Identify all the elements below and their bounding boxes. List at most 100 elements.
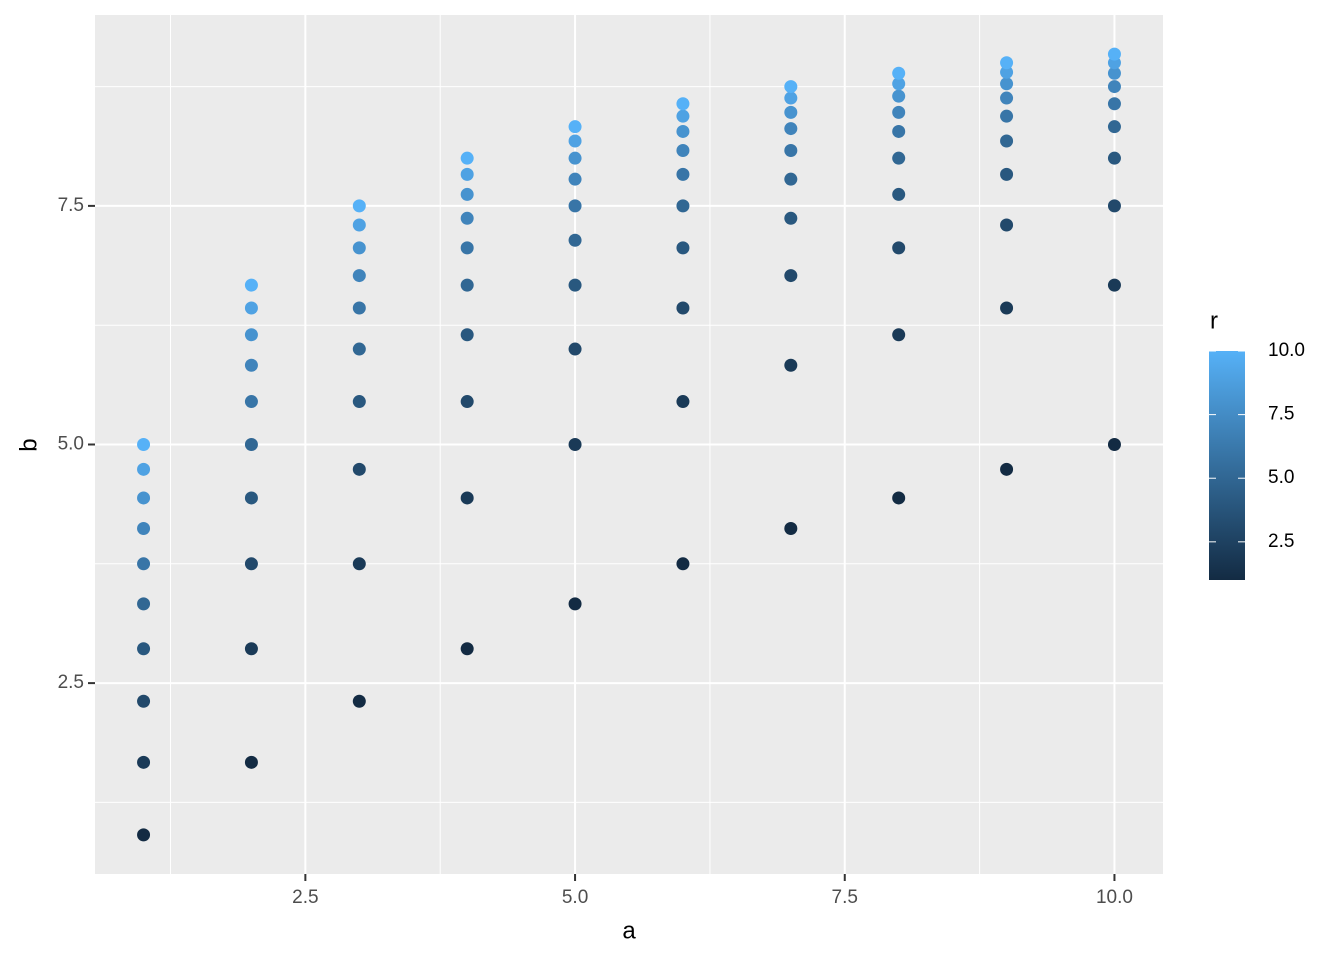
point bbox=[568, 134, 582, 148]
point bbox=[1000, 218, 1014, 232]
point bbox=[137, 694, 151, 708]
point bbox=[1000, 301, 1014, 315]
point bbox=[676, 97, 690, 111]
point bbox=[137, 755, 151, 769]
point bbox=[460, 241, 474, 255]
point bbox=[784, 172, 798, 186]
point bbox=[1107, 151, 1121, 165]
point bbox=[1107, 120, 1121, 134]
point bbox=[1107, 278, 1121, 292]
point bbox=[352, 557, 366, 571]
point bbox=[676, 199, 690, 213]
point bbox=[676, 144, 690, 158]
point bbox=[784, 80, 798, 94]
point bbox=[676, 557, 690, 571]
point bbox=[676, 301, 690, 315]
point bbox=[568, 199, 582, 213]
point bbox=[244, 438, 258, 451]
colorbar bbox=[1209, 351, 1245, 580]
x-tick-label: 5.0 bbox=[562, 887, 588, 908]
point bbox=[784, 521, 798, 535]
point bbox=[352, 694, 366, 708]
point bbox=[676, 241, 690, 255]
point bbox=[460, 187, 474, 201]
point bbox=[1000, 56, 1014, 70]
point bbox=[1000, 134, 1014, 148]
point bbox=[784, 91, 798, 105]
point bbox=[568, 597, 582, 611]
y-axis-title: b bbox=[15, 438, 42, 451]
point bbox=[460, 491, 474, 505]
point bbox=[244, 395, 258, 409]
point bbox=[244, 328, 258, 342]
point bbox=[676, 395, 690, 409]
point bbox=[244, 301, 258, 315]
point bbox=[244, 491, 258, 505]
point bbox=[892, 89, 906, 103]
point bbox=[460, 211, 474, 225]
point bbox=[1107, 80, 1121, 94]
point bbox=[244, 557, 258, 571]
point bbox=[1000, 65, 1014, 79]
point bbox=[892, 491, 906, 505]
colorbar-label: 5.0 bbox=[1268, 467, 1294, 488]
point bbox=[892, 328, 906, 342]
colorbar-label: 2.5 bbox=[1268, 531, 1294, 552]
x-tick-label: 2.5 bbox=[292, 887, 318, 908]
point bbox=[137, 557, 151, 571]
point bbox=[1000, 77, 1014, 91]
point bbox=[1107, 66, 1121, 80]
point bbox=[1107, 199, 1121, 213]
point bbox=[892, 241, 906, 255]
point bbox=[892, 187, 906, 201]
point bbox=[244, 278, 258, 292]
point bbox=[784, 144, 798, 158]
point bbox=[352, 218, 366, 232]
point bbox=[244, 358, 258, 372]
point bbox=[1000, 462, 1014, 476]
point bbox=[1107, 47, 1121, 61]
point bbox=[460, 395, 474, 409]
point bbox=[892, 77, 906, 91]
point bbox=[460, 151, 474, 165]
colorbar-label: 10.0 bbox=[1268, 340, 1305, 361]
point bbox=[676, 124, 690, 138]
point bbox=[892, 105, 906, 119]
point bbox=[784, 269, 798, 283]
point bbox=[1107, 438, 1121, 451]
point bbox=[676, 167, 690, 181]
point bbox=[892, 66, 906, 80]
point bbox=[137, 828, 151, 842]
point bbox=[352, 462, 366, 476]
point bbox=[352, 199, 366, 213]
point bbox=[568, 342, 582, 356]
y-tick-label: 7.5 bbox=[58, 195, 84, 216]
point bbox=[568, 172, 582, 186]
point bbox=[352, 269, 366, 283]
point bbox=[460, 328, 474, 342]
point bbox=[137, 438, 151, 451]
x-axis-title: a bbox=[622, 917, 636, 944]
point bbox=[784, 358, 798, 372]
point bbox=[676, 109, 690, 123]
point bbox=[137, 521, 151, 535]
point bbox=[137, 642, 151, 656]
point bbox=[568, 233, 582, 247]
x-tick-label: 10.0 bbox=[1096, 887, 1133, 908]
point bbox=[137, 491, 151, 505]
y-tick-label: 5.0 bbox=[58, 434, 84, 455]
point bbox=[244, 642, 258, 656]
point bbox=[1000, 109, 1014, 123]
legend-title: r bbox=[1210, 307, 1218, 334]
y-tick-label: 2.5 bbox=[58, 672, 84, 693]
point bbox=[352, 241, 366, 255]
point bbox=[137, 462, 151, 476]
point bbox=[784, 122, 798, 136]
point bbox=[137, 597, 151, 611]
colorbar-label: 7.5 bbox=[1268, 404, 1294, 425]
point bbox=[568, 151, 582, 165]
point bbox=[460, 167, 474, 181]
point bbox=[568, 278, 582, 292]
